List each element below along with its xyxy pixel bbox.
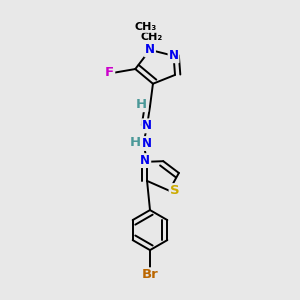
Text: N: N — [142, 137, 152, 150]
Text: N: N — [169, 49, 178, 62]
Text: H: H — [130, 136, 141, 149]
Text: N: N — [145, 44, 155, 56]
Text: F: F — [105, 66, 114, 80]
Text: CH₃: CH₃ — [134, 22, 157, 32]
Text: N: N — [140, 154, 150, 167]
Text: N: N — [142, 119, 152, 132]
Text: S: S — [169, 184, 179, 197]
Text: CH₂: CH₂ — [140, 32, 163, 42]
Text: Br: Br — [142, 268, 158, 281]
Text: H: H — [136, 98, 147, 111]
